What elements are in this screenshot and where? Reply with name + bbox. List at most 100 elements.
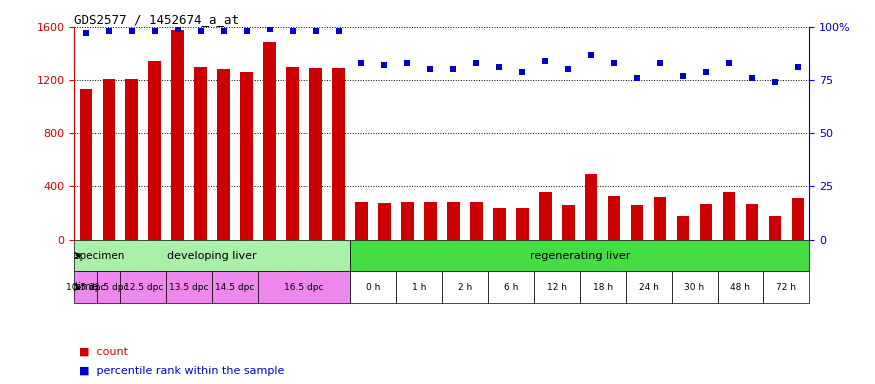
Bar [516,208,528,240]
Text: 16.5 dpc: 16.5 dpc [284,283,324,292]
Bar [350,271,396,303]
Point [745,75,759,81]
Bar [332,68,345,240]
Bar [631,205,643,240]
Text: specimen: specimen [74,250,125,260]
Point [469,60,483,66]
Point [354,60,368,66]
Bar [493,208,506,240]
Bar [309,68,322,240]
Bar [241,72,253,240]
Point [561,66,575,73]
Bar [626,271,672,303]
Bar [149,61,161,240]
Text: 18 h: 18 h [592,283,612,292]
Text: 24 h: 24 h [639,283,659,292]
Text: time: time [74,282,98,292]
Bar [258,271,350,303]
Bar [768,216,781,240]
Point [424,66,438,73]
Point [515,68,529,74]
Bar [746,204,759,240]
Point [653,60,667,66]
Bar [396,271,442,303]
Text: 2 h: 2 h [458,283,472,292]
Text: GDS2577 / 1452674_a_at: GDS2577 / 1452674_a_at [74,13,240,26]
Text: 6 h: 6 h [504,283,518,292]
Bar [470,202,483,240]
Point [699,68,713,74]
Point [377,62,391,68]
Point [171,26,185,32]
Bar [74,271,97,303]
Point [446,66,460,73]
Point [262,26,276,32]
Point [791,64,805,70]
Text: ■  count: ■ count [79,346,128,356]
Point [79,30,93,36]
Text: developing liver: developing liver [167,250,257,260]
Point [285,28,299,34]
Text: 11.5 dpc: 11.5 dpc [89,283,129,292]
Bar [424,202,437,240]
Point [102,28,116,34]
Point [768,79,782,85]
Text: regenerating liver: regenerating liver [529,250,630,260]
Bar [350,240,809,271]
Text: 0 h: 0 h [366,283,380,292]
Point [401,60,415,66]
Bar [608,196,620,240]
Bar [723,192,735,240]
Bar [676,216,690,240]
Point [630,75,644,81]
Bar [654,197,667,240]
Bar [442,271,488,303]
Bar [80,89,92,240]
Point [240,28,254,34]
Point [217,28,231,34]
Point [607,60,621,66]
Bar [378,203,391,240]
Point [309,28,323,34]
Bar [580,271,626,303]
Bar [172,30,184,240]
Bar [562,205,575,240]
Bar [194,67,207,240]
Bar [97,271,121,303]
Point [125,28,139,34]
Bar [763,271,809,303]
Bar [792,199,804,240]
Point [722,60,736,66]
Bar [700,204,712,240]
Text: ■  percentile rank within the sample: ■ percentile rank within the sample [79,366,284,376]
Bar [217,70,230,240]
Point [676,73,690,79]
Bar [539,192,551,240]
Point [493,64,507,70]
Text: 30 h: 30 h [684,283,704,292]
Bar [121,271,166,303]
Point [584,51,598,58]
Bar [355,202,367,240]
Bar [102,79,116,240]
Text: 72 h: 72 h [776,283,796,292]
Bar [74,240,350,271]
Text: 1 h: 1 h [412,283,426,292]
Text: 14.5 dpc: 14.5 dpc [215,283,255,292]
Bar [718,271,763,303]
Text: 10.5 dpc: 10.5 dpc [66,283,106,292]
Bar [286,67,299,240]
Bar [263,41,276,240]
Bar [584,174,598,240]
Point [538,58,552,64]
Bar [166,271,213,303]
Bar [125,79,138,240]
Bar [534,271,580,303]
Text: 48 h: 48 h [731,283,751,292]
Bar [488,271,534,303]
Point [193,28,207,34]
Bar [213,271,258,303]
Point [148,28,162,34]
Text: 13.5 dpc: 13.5 dpc [170,283,209,292]
Bar [672,271,718,303]
